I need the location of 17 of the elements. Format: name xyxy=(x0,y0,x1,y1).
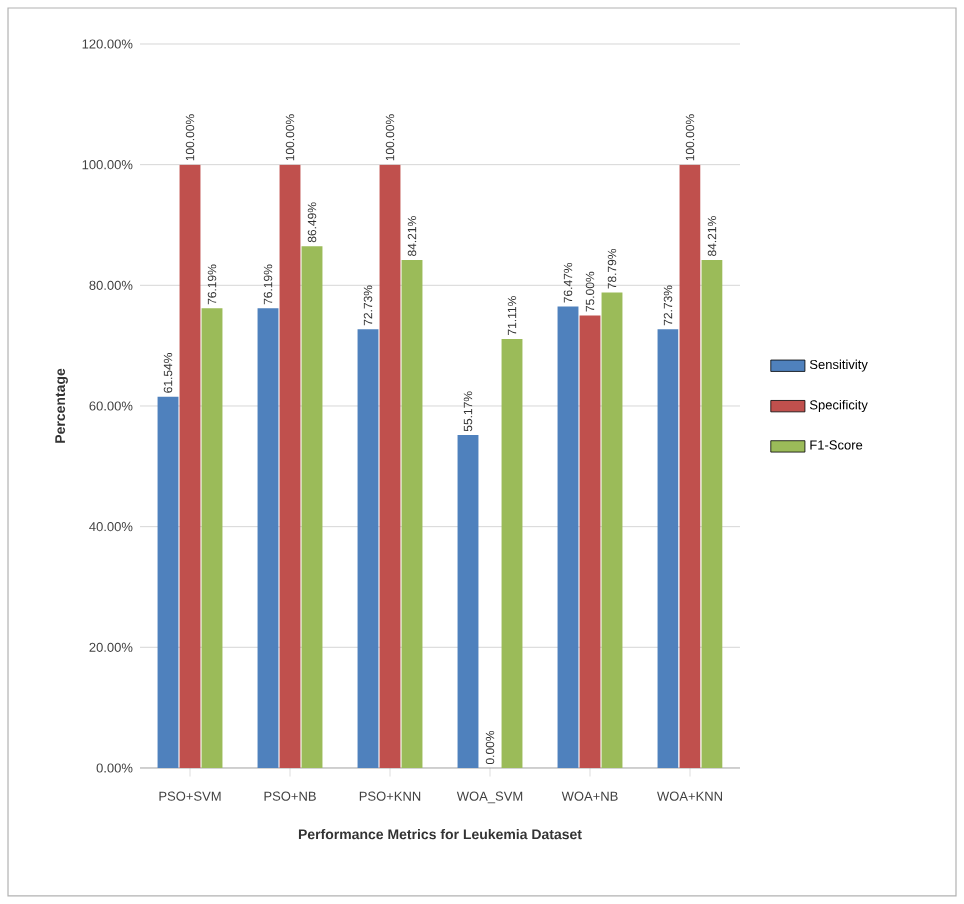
bar xyxy=(557,306,579,768)
bar xyxy=(157,396,179,768)
bar xyxy=(501,338,523,768)
bar xyxy=(279,164,301,768)
bar xyxy=(179,164,201,768)
bar xyxy=(457,435,479,768)
bar xyxy=(679,164,701,768)
bar xyxy=(401,259,423,768)
bar xyxy=(257,308,279,768)
bar xyxy=(357,329,379,768)
bar xyxy=(701,259,723,768)
bar xyxy=(601,292,623,768)
bar xyxy=(657,329,679,768)
bar xyxy=(379,164,401,768)
bar xyxy=(301,246,323,768)
bar xyxy=(201,308,223,768)
bar xyxy=(579,315,601,768)
